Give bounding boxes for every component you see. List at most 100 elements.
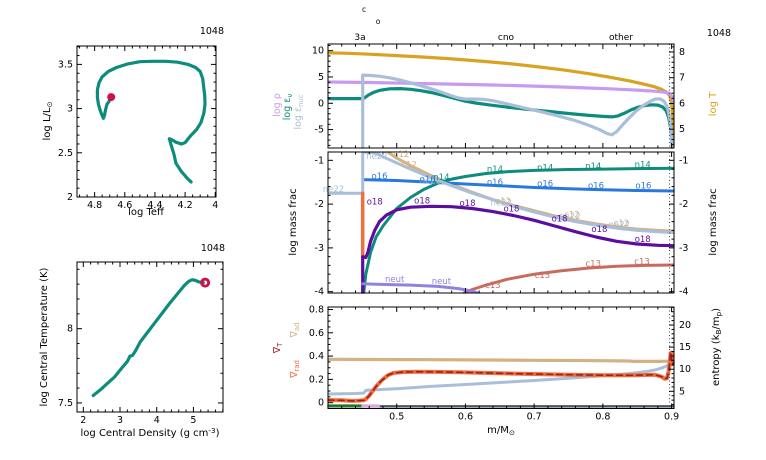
x-tick-label: 4.8 — [87, 200, 102, 211]
ne22-curve — [327, 151, 675, 235]
left-axis-series-label: log ρ — [272, 93, 283, 117]
plot-frame — [76, 45, 217, 198]
x-tick-label: 0.7 — [527, 412, 542, 423]
curve-label-o18: o18 — [591, 225, 607, 235]
right-tick-label: 7 — [679, 73, 685, 84]
curve-label-o16: o16 — [635, 182, 651, 192]
hr-diagram-panel: 4.8 4.6 4.4 4.2 4 2 2.5 3 3.5 log Teff log L/L⊙ 104… — [42, 26, 224, 218]
y-axis-label: log L/L⊙ — [42, 102, 54, 141]
plot-frame — [327, 43, 675, 149]
burn-zone-label-cno: cno — [498, 33, 515, 43]
right-axis-label: log mass frac — [708, 188, 719, 255]
y-tick-label: -4 — [315, 287, 324, 298]
y-tick-label: 3 — [67, 104, 73, 115]
y-tick-label: 0.8 — [309, 304, 324, 315]
y-tick-label: -1 — [315, 155, 324, 166]
model-number-badge: 1048 — [707, 28, 731, 39]
axis-ticks — [77, 46, 216, 198]
curve-label-n14: n14 — [537, 163, 553, 173]
curve-label-o18: o18 — [414, 197, 430, 207]
curve-label-o18: o18 — [459, 199, 475, 209]
left-axis-series-label: log εν — [282, 94, 294, 121]
right-tick-label: 6 — [679, 98, 685, 109]
curve-label-n14: n14 — [635, 161, 651, 171]
y-tick-label: 0 — [318, 98, 324, 109]
x-tick-label: 4.6 — [117, 200, 132, 211]
log-T-curve — [327, 51, 675, 148]
x-tick-label: 4.4 — [147, 200, 162, 211]
right-tick-label: 15 — [679, 342, 691, 353]
current-model-marker — [107, 93, 116, 102]
series-layer — [95, 59, 207, 184]
y-tick-label: 3.5 — [58, 59, 73, 70]
curve-label-n14: n14 — [487, 165, 503, 175]
y-tick-label: 10 — [312, 46, 324, 57]
curve-label-o18: o18 — [552, 215, 568, 225]
axis-ticks — [77, 262, 224, 412]
x-tick-label: 4 — [154, 415, 160, 426]
c13-curve — [462, 263, 675, 294]
right-axis-label: entropy (kB/mp) — [711, 308, 723, 386]
hr-track-curve — [95, 59, 207, 184]
right-tick-label: -2 — [679, 199, 688, 210]
right-tick-label: 8 — [679, 47, 685, 58]
curve-label-ne22: ne22 — [420, 176, 441, 186]
tc-rhoc-panel: 2 3 4 5 7.5 8 log Central Density (g cm-3) log … — [39, 243, 225, 439]
right-tick-label: -3 — [679, 243, 688, 254]
curve-label-o16: o16 — [372, 172, 388, 182]
curve-label-c13: c13 — [535, 271, 551, 281]
y-tick-label: -5 — [315, 125, 324, 136]
curve-label-o16: o16 — [420, 175, 436, 185]
axis-ticks — [327, 44, 674, 148]
curve-label-c12: c12 — [394, 150, 410, 160]
profile-abund-panel: -1 -2 -3 -4 -1 -2 -3 -4 ne22 ne22 ne22 ne22 ne22 ne22… — [288, 150, 719, 297]
y-tick-label: 7.5 — [58, 398, 73, 409]
right-tick-label: -1 — [679, 155, 688, 166]
burn-zone-label-3a: 3a — [354, 33, 365, 43]
y-tick-label: -3 — [315, 243, 324, 254]
x-axis-label: log Teff — [128, 207, 165, 218]
right-tick-label: 10 — [679, 364, 691, 375]
x-tick-label: 2 — [80, 415, 86, 426]
y-tick-label: 5 — [318, 72, 324, 83]
curve-label-c12: c12 — [401, 161, 417, 171]
right-tick-label: 20 — [679, 320, 691, 331]
x-tick-label: 4 — [212, 200, 218, 211]
curve-label-o16: o16 — [487, 178, 503, 188]
curve-label-ne22: ne22 — [490, 198, 511, 208]
burn-zone-label-o: o — [376, 17, 381, 26]
current-model-marker — [200, 277, 211, 288]
axis-ticks — [327, 152, 674, 293]
left-axis-series-label: ∇ad — [289, 323, 301, 339]
o16-curve — [361, 178, 675, 193]
curve-label-n14: n14 — [433, 173, 449, 183]
burn-zone-label-other: other — [609, 33, 633, 43]
y-tick-label: 2 — [67, 192, 73, 203]
curve-label-ne22: ne22 — [609, 220, 630, 230]
y-axis-label: log mass frac — [288, 188, 299, 255]
central-conditions-track-curve — [91, 278, 205, 398]
entropy-curve — [327, 362, 675, 396]
x-tick-label: 0.9 — [664, 412, 679, 423]
curve-label-o16: o16 — [537, 180, 553, 190]
curve-label-o18: o18 — [503, 204, 519, 214]
y-tick-label: 0.6 — [309, 328, 324, 339]
curve-label-c12: c12 — [564, 211, 580, 221]
series-layer — [327, 44, 675, 149]
y-tick-label: 8 — [67, 324, 73, 335]
curve-label-c12: c12 — [614, 219, 630, 229]
y-tick-label: 2.5 — [58, 148, 73, 159]
model-number-badge: 1048 — [200, 26, 224, 37]
curve-label-c13: c13 — [586, 260, 602, 270]
y-tick-label: 0.4 — [309, 351, 324, 362]
curve-label-o16: o16 — [588, 182, 604, 192]
x-axis-label: m/M⊙ — [487, 425, 515, 437]
grad-ad-curve — [327, 357, 675, 363]
plot-frame — [327, 306, 675, 409]
curve-label-c13: c13 — [485, 281, 501, 291]
x-tick-label: 0.8 — [595, 412, 610, 423]
curve-label-neut: neut — [432, 277, 452, 287]
neut-curve — [361, 282, 480, 294]
